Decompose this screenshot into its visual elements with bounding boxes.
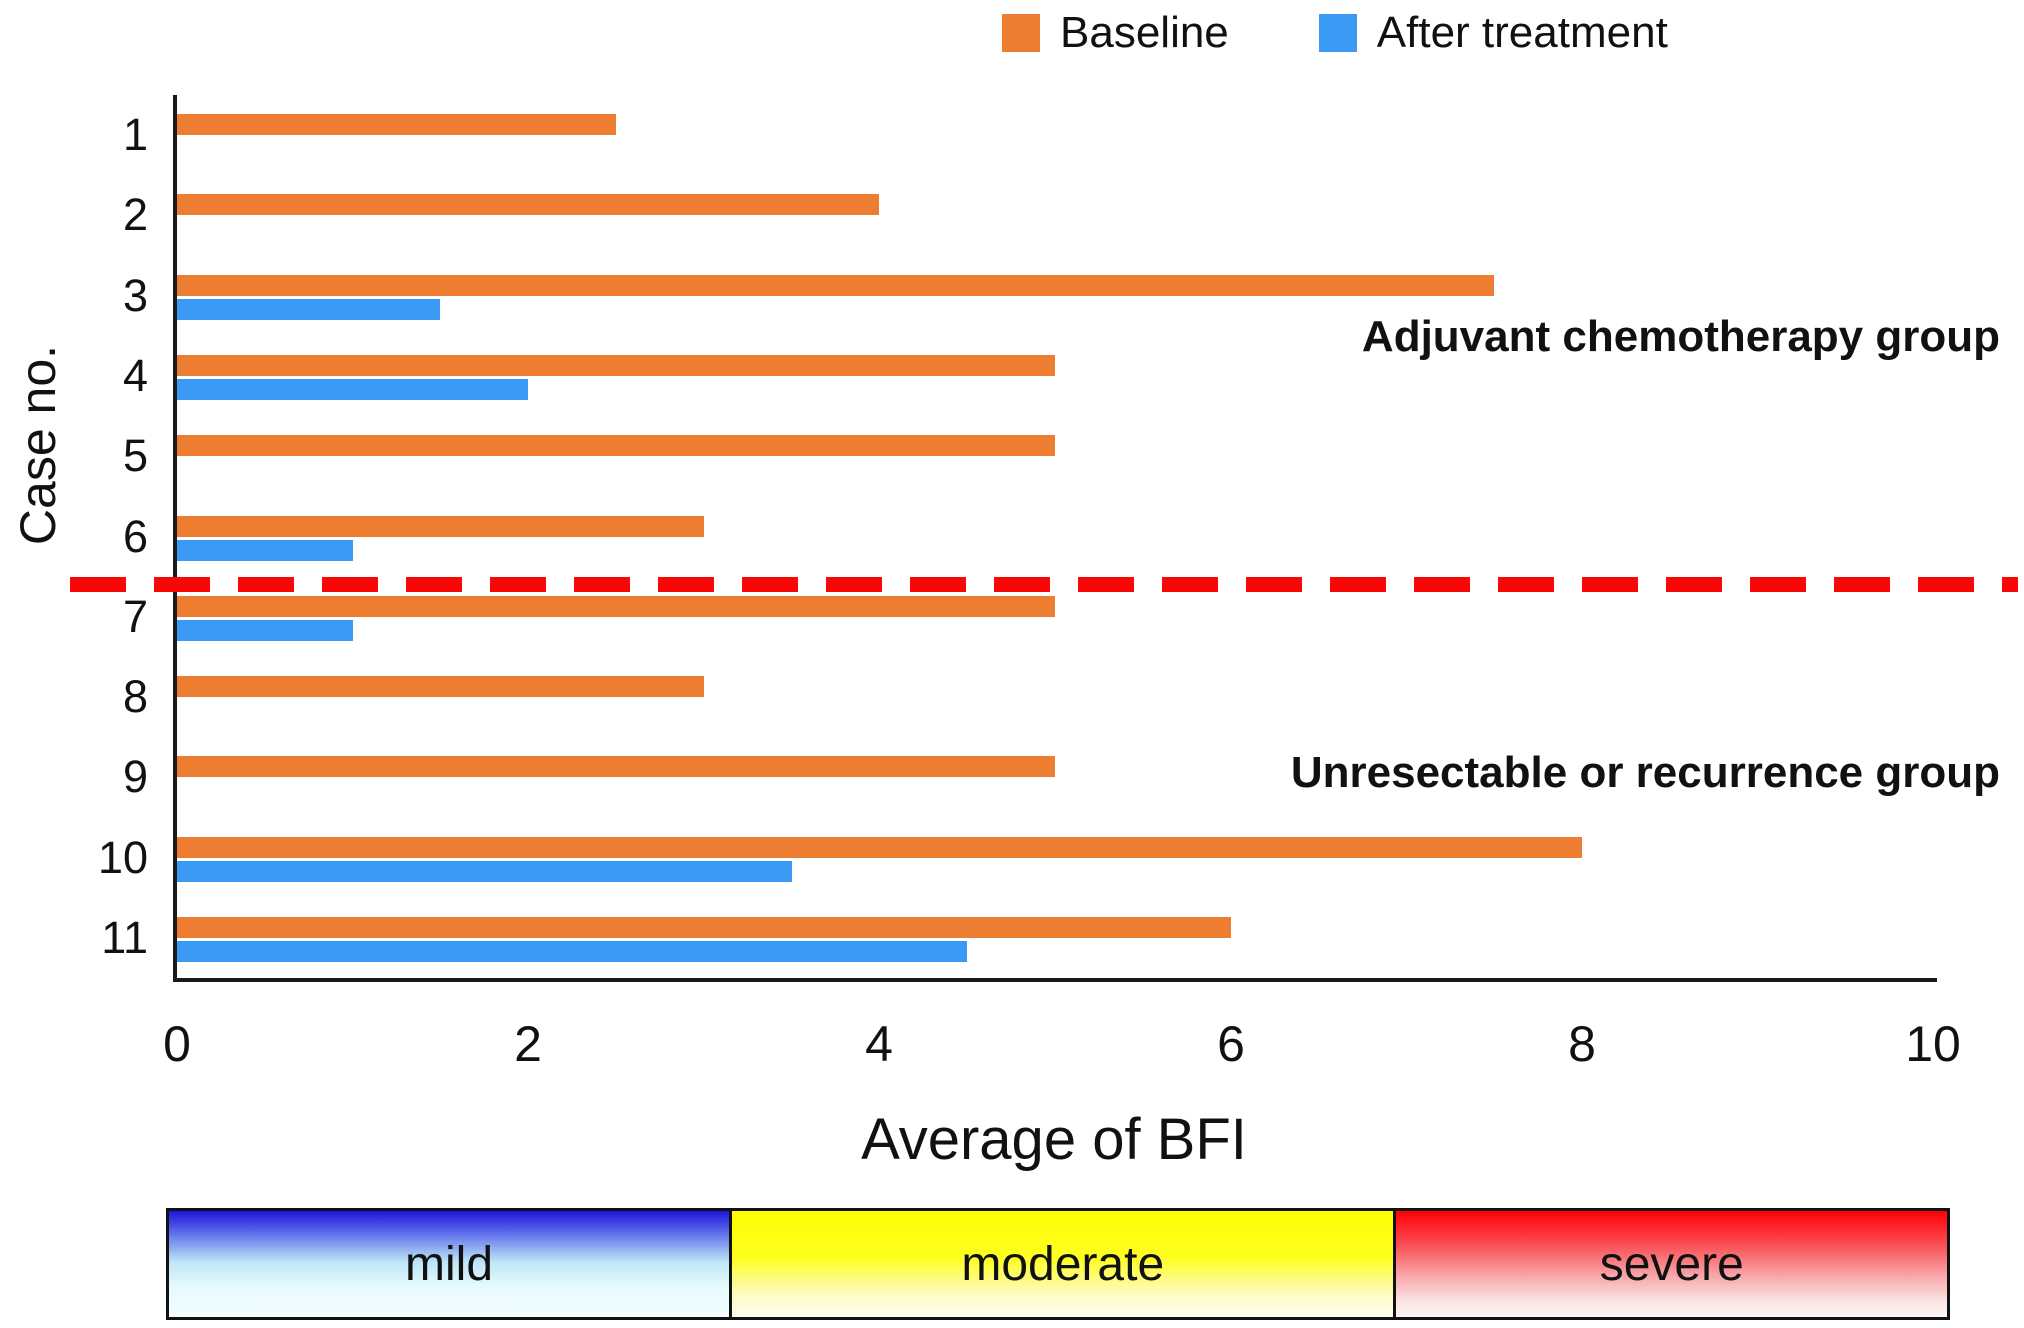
bar-baseline-case-11 bbox=[177, 917, 1231, 938]
case-label-2: 2 bbox=[122, 189, 148, 241]
bar-baseline-case-10 bbox=[177, 836, 1582, 858]
case-label-1: 1 bbox=[122, 109, 148, 160]
severity-segment-moderate: moderate bbox=[729, 1211, 1394, 1317]
bar-baseline-case-8 bbox=[177, 676, 704, 698]
bar-baseline-case-2 bbox=[177, 194, 879, 216]
legend-label-baseline: Baseline bbox=[1060, 8, 1229, 57]
case-label-11: 11 bbox=[101, 912, 148, 963]
x-axis-title: Average of BFI bbox=[861, 1107, 1247, 1172]
x-tick-label-10: 10 bbox=[1905, 1016, 1961, 1072]
severity-scale-bar: mild moderate severe bbox=[166, 1208, 1950, 1320]
bar-after-treatment-case-11 bbox=[177, 941, 967, 962]
group-label-adjuvant: Adjuvant chemotherapy group bbox=[1361, 312, 2000, 361]
case-label-10: 10 bbox=[97, 831, 148, 883]
legend: Baseline After treatment bbox=[1002, 8, 1668, 58]
case-label-4: 4 bbox=[122, 349, 148, 401]
group-separator-dashed-line bbox=[70, 577, 2018, 592]
severity-segment-severe: severe bbox=[1393, 1211, 1947, 1317]
x-tick-label-4: 4 bbox=[865, 1016, 893, 1072]
legend-item-after-treatment: After treatment bbox=[1318, 8, 1668, 58]
group-label-unresectable: Unresectable or recurrence group bbox=[1290, 748, 2000, 797]
bar-baseline-case-3 bbox=[177, 274, 1494, 296]
case-label-5: 5 bbox=[122, 430, 148, 482]
bar-baseline-case-5 bbox=[177, 435, 1055, 457]
case-label-6: 6 bbox=[122, 510, 148, 562]
y-axis-line bbox=[173, 95, 177, 982]
legend-label-after-treatment: After treatment bbox=[1376, 8, 1668, 57]
bar-after-treatment-case-10 bbox=[177, 860, 792, 882]
y-axis-label: Case no. bbox=[10, 344, 66, 546]
case-label-8: 8 bbox=[122, 671, 148, 723]
severity-segment-mild: mild bbox=[169, 1211, 730, 1317]
bar-baseline-case-9 bbox=[177, 756, 1055, 778]
x-tick-label-0: 0 bbox=[163, 1016, 191, 1072]
after-treatment-swatch-icon bbox=[1318, 14, 1357, 52]
bar-baseline-case-4 bbox=[177, 354, 1055, 376]
x-axis-line bbox=[173, 978, 1937, 982]
case-label-9: 9 bbox=[122, 751, 148, 803]
bar-after-treatment-case-4 bbox=[177, 378, 528, 400]
bar-after-treatment-case-7 bbox=[177, 619, 353, 641]
x-tick-label-2: 2 bbox=[514, 1016, 542, 1072]
case-label-7: 7 bbox=[122, 590, 148, 642]
bar-after-treatment-case-3 bbox=[177, 298, 440, 320]
case-label-3: 3 bbox=[122, 269, 148, 321]
bar-baseline-case-6 bbox=[177, 515, 704, 537]
x-tick-label-6: 6 bbox=[1217, 1016, 1245, 1072]
legend-item-baseline: Baseline bbox=[1002, 8, 1229, 58]
baseline-swatch-icon bbox=[1002, 14, 1040, 52]
bar-after-treatment-case-6 bbox=[177, 539, 353, 561]
bar-baseline-case-1 bbox=[177, 114, 616, 135]
bar-baseline-case-7 bbox=[177, 595, 1055, 617]
x-tick-label-8: 8 bbox=[1568, 1016, 1596, 1072]
